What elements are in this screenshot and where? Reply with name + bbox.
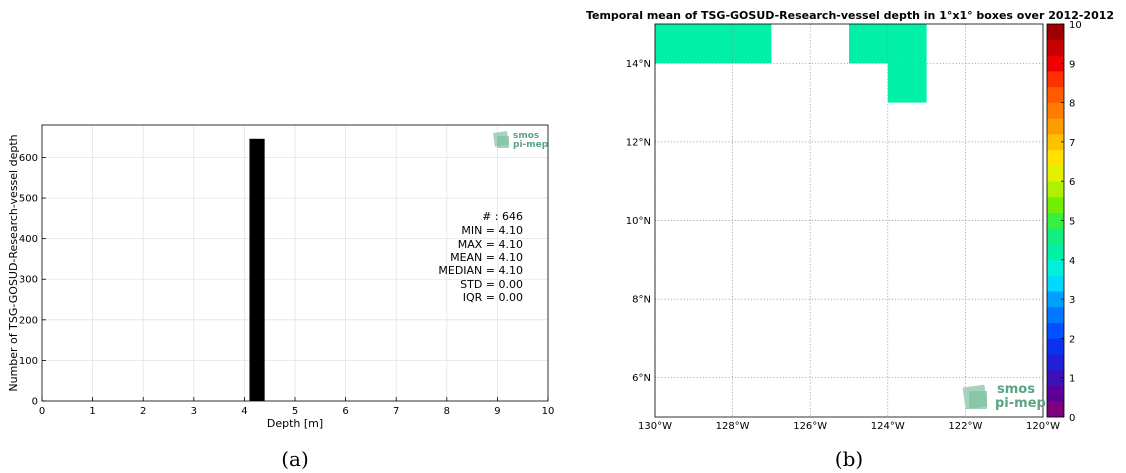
colorbar-tick-label: 4 <box>1069 256 1075 267</box>
colorbar-segment <box>1047 196 1064 213</box>
map-lon-label: 124°W <box>871 421 905 432</box>
colorbar-tick-label: 1 <box>1069 374 1075 385</box>
smos-pimep-logo: smos pi-mep <box>493 131 549 150</box>
histogram-x-tick-label: 3 <box>191 406 197 417</box>
stat-mean: MEAN = 4.10 <box>450 251 523 264</box>
map-lon-label: 130°W <box>638 421 672 432</box>
map-lat-label: 10°N <box>626 216 651 227</box>
colorbar-segment <box>1047 118 1064 135</box>
map-lat-label: 6°N <box>632 373 651 384</box>
colorbar-tick-label: 9 <box>1069 59 1075 70</box>
map-lat-label: 12°N <box>626 137 651 148</box>
map-lon-label: 122°W <box>948 421 982 432</box>
colorbar-segment <box>1047 149 1064 166</box>
logo-mark-shadow <box>497 136 509 148</box>
stat-min: MIN = 4.10 <box>461 224 523 237</box>
colorbar-tick-label: 0 <box>1069 413 1075 424</box>
colorbar: 0 1 2 3 4 5 6 7 8 9 10 <box>1046 20 1082 424</box>
colorbar-segment <box>1047 338 1064 355</box>
histogram-x-label: Depth [m] <box>267 417 323 430</box>
colorbar-segment <box>1047 306 1064 323</box>
colorbar-segment <box>1047 259 1064 276</box>
histogram-x-tick-label: 10 <box>542 406 555 417</box>
map-lat-label: 14°N <box>626 59 651 70</box>
map-cell <box>887 63 927 103</box>
histogram-y-tick-label: 400 <box>19 234 38 245</box>
colorbar-segment <box>1047 385 1064 402</box>
logo-mark-shadow <box>969 391 987 409</box>
caption-a: (a) <box>281 447 309 471</box>
colorbar-segment <box>1047 55 1064 72</box>
colorbar-tick-label: 8 <box>1069 99 1075 110</box>
colorbar-segment <box>1047 24 1064 41</box>
stat-iqr: IQR = 0.00 <box>463 291 523 304</box>
map-cells <box>655 24 927 103</box>
histogram-y-tick-label: 200 <box>19 315 38 326</box>
colorbar-segment <box>1047 244 1064 261</box>
logo-text-smos: smos <box>997 382 1035 397</box>
colorbar-tick-label: 2 <box>1069 334 1075 345</box>
map-frame <box>654 23 1044 418</box>
colorbar-segment <box>1047 354 1064 371</box>
stat-median: MEDIAN = 4.10 <box>438 264 523 277</box>
histogram-y-tick-label: 500 <box>19 194 38 205</box>
stat-max: MAX = 4.10 <box>458 238 523 251</box>
histogram-y-tick-label: 0 <box>32 397 38 408</box>
colorbar-segment <box>1047 134 1064 151</box>
colorbar-segment <box>1047 275 1064 292</box>
logo-text-pimep: pi-mep <box>513 140 549 150</box>
colorbar-segment <box>1047 102 1064 119</box>
colorbar-tick-label: 3 <box>1069 295 1075 306</box>
colorbar-segment <box>1047 401 1064 418</box>
histogram-bar <box>249 138 265 402</box>
histogram-x-tick-label: 6 <box>342 406 348 417</box>
map-lon-label: 128°W <box>716 421 750 432</box>
map-title: Temporal mean of TSG-GOSUD-Research-vess… <box>586 9 1114 22</box>
colorbar-segment <box>1047 369 1064 386</box>
colorbar-segment <box>1047 39 1064 56</box>
logo-text-pimep: pi-mep <box>995 396 1046 411</box>
colorbar-tick-label: 6 <box>1069 177 1075 188</box>
map-grid <box>654 24 1044 417</box>
colorbar-segment <box>1047 291 1064 308</box>
stat-std: STD = 0.00 <box>460 278 523 291</box>
map-ticks: 130°W 128°W 126°W 124°W 122°W 120°W 6°N 8°N 10°N… <box>626 59 1060 432</box>
histogram-y-tick-label: 600 <box>19 153 38 164</box>
colorbar-segment <box>1047 71 1064 88</box>
colorbar-tick-label: 5 <box>1069 217 1075 228</box>
histogram-y-tick-label: 300 <box>19 275 38 286</box>
colorbar-segment <box>1047 228 1064 245</box>
map-lat-label: 8°N <box>632 295 651 306</box>
histogram-x-tick-label: 9 <box>494 406 500 417</box>
colorbar-segment <box>1047 322 1064 339</box>
colorbar-segment <box>1047 212 1064 229</box>
histogram-x-tick-label: 8 <box>444 406 450 417</box>
colorbar-segment <box>1047 86 1064 103</box>
smos-pimep-logo-map: smos pi-mep <box>962 382 1046 411</box>
histogram-y-label: Number of TSG-GOSUD-Research-vessel dept… <box>7 134 20 391</box>
histogram-bars <box>249 138 265 402</box>
histogram-stats-box: # : 646 MIN = 4.10 MAX = 4.10 MEAN = 4.1… <box>438 210 523 304</box>
map-panel: Temporal mean of TSG-GOSUD-Research-vess… <box>586 9 1114 471</box>
colorbar-segment <box>1047 181 1064 198</box>
caption-b: (b) <box>835 447 863 471</box>
histogram-x-tick-label: 4 <box>241 406 247 417</box>
map-cell <box>655 24 772 64</box>
colorbar-tick-label: 7 <box>1069 138 1075 149</box>
logo-text-smos: smos <box>513 131 539 141</box>
histogram-x-tick-label: 7 <box>393 406 399 417</box>
histogram-x-tick-label: 5 <box>292 406 298 417</box>
histogram-x-tick-label: 2 <box>140 406 146 417</box>
stat-count: # : 646 <box>482 210 523 223</box>
map-lon-label: 126°W <box>793 421 827 432</box>
colorbar-segment <box>1047 165 1064 182</box>
histogram-x-tick-label: 1 <box>89 406 95 417</box>
map-lon-label: 120°W <box>1026 421 1060 432</box>
histogram-y-tick-label: 100 <box>19 356 38 367</box>
histogram-x-tick-label: 0 <box>39 406 45 417</box>
colorbar-tick-label: 10 <box>1069 20 1082 31</box>
